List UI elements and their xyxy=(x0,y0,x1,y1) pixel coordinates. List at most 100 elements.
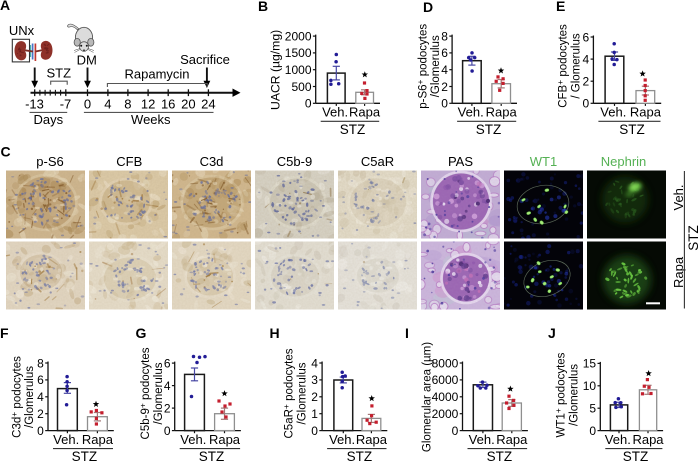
svg-text:0: 0 xyxy=(84,96,91,111)
svg-text:4: 4 xyxy=(583,52,590,66)
svg-text:8: 8 xyxy=(441,29,448,43)
svg-text:D: D xyxy=(423,0,433,15)
svg-text:F: F xyxy=(0,325,9,341)
svg-text:0: 0 xyxy=(311,424,318,438)
svg-text:24: 24 xyxy=(201,96,215,111)
svg-text:p-S6+​ podocytes: p-S6+​ podocytes xyxy=(415,24,430,109)
svg-text:6: 6 xyxy=(164,356,171,370)
svg-text:Rapa: Rapa xyxy=(209,432,241,447)
svg-text:/Glomerulus: /Glomerulus xyxy=(569,364,581,426)
svg-text:Rapa: Rapa xyxy=(671,256,686,288)
svg-text:5: 5 xyxy=(589,402,596,416)
svg-text:Rapa: Rapa xyxy=(356,432,388,447)
svg-text:/Glomerulus: /Glomerulus xyxy=(296,362,308,424)
svg-text:STZ: STZ xyxy=(487,449,513,464)
svg-text:STZ: STZ xyxy=(72,449,98,464)
svg-text:C5b-9+​ podocytes: C5b-9+​ podocytes xyxy=(138,347,153,439)
svg-text:UACR (µg/mg): UACR (µg/mg) xyxy=(269,30,283,110)
svg-text:-7: -7 xyxy=(60,96,72,111)
svg-text:2000: 2000 xyxy=(285,29,312,43)
svg-text:1: 1 xyxy=(311,407,318,421)
svg-text:/Glomerulus: /Glomerulus xyxy=(430,35,442,97)
svg-text:CFB: CFB xyxy=(116,154,142,169)
svg-text:C5aR: C5aR xyxy=(361,154,394,169)
svg-text:PAS: PAS xyxy=(448,154,473,169)
svg-text:DM: DM xyxy=(77,53,97,68)
svg-text:STZ: STZ xyxy=(619,122,645,137)
svg-text:8: 8 xyxy=(37,356,44,370)
svg-text:C3d: C3d xyxy=(200,154,224,169)
svg-text:I: I xyxy=(405,325,409,341)
svg-text:STZ: STZ xyxy=(476,122,502,137)
svg-text:1000: 1000 xyxy=(285,63,312,77)
svg-text:4: 4 xyxy=(311,356,318,370)
svg-text:CFB+​ podocytes: CFB+​ podocytes xyxy=(555,24,570,108)
svg-text:0: 0 xyxy=(583,97,590,111)
svg-text:Rapamycin: Rapamycin xyxy=(124,66,189,81)
svg-text:Veh.: Veh. xyxy=(671,184,686,210)
svg-text:/ Glomerulus: / Glomerulus xyxy=(571,33,583,98)
svg-text:Veh.: Veh. xyxy=(53,432,79,447)
svg-text:2: 2 xyxy=(441,80,448,94)
svg-text:Rapa: Rapa xyxy=(486,105,518,120)
svg-text:STZ: STZ xyxy=(623,449,649,464)
svg-text:500: 500 xyxy=(291,80,311,94)
svg-text:C: C xyxy=(1,143,11,159)
svg-text:Veh.: Veh. xyxy=(180,432,206,447)
svg-text:Veh.: Veh. xyxy=(329,432,355,447)
svg-text:WT1: WT1 xyxy=(530,154,557,169)
svg-text:Sacrifice: Sacrifice xyxy=(180,52,230,67)
svg-text:Veh.: Veh. xyxy=(322,105,348,120)
svg-text:2: 2 xyxy=(311,390,318,404)
svg-text:C5b-9: C5b-9 xyxy=(277,154,312,169)
svg-text:0: 0 xyxy=(37,424,44,438)
svg-text:20: 20 xyxy=(181,96,195,111)
svg-text:STZ: STZ xyxy=(47,66,72,81)
svg-text:6000: 6000 xyxy=(432,373,459,387)
svg-text:Rapa: Rapa xyxy=(496,432,528,447)
svg-text:Glomerular area (µm): Glomerular area (µm) xyxy=(421,342,433,452)
svg-text:0: 0 xyxy=(441,97,448,111)
svg-text:0: 0 xyxy=(589,424,596,438)
svg-text:4: 4 xyxy=(37,390,44,404)
svg-text:Veh.: Veh. xyxy=(458,105,484,120)
svg-text:STZ: STZ xyxy=(686,225,699,251)
svg-text:3: 3 xyxy=(311,373,318,387)
svg-text:4000: 4000 xyxy=(432,390,459,404)
svg-text:2000: 2000 xyxy=(432,407,459,421)
svg-text:H: H xyxy=(270,325,280,341)
svg-text:1500: 1500 xyxy=(285,46,312,60)
svg-text:Rapa: Rapa xyxy=(82,432,114,447)
svg-text:10: 10 xyxy=(583,379,597,393)
svg-text:G: G xyxy=(136,325,147,341)
svg-text:6: 6 xyxy=(37,373,44,387)
svg-text:UNx: UNx xyxy=(9,23,35,38)
svg-text:STZ: STZ xyxy=(199,449,225,464)
svg-text:12: 12 xyxy=(141,96,155,111)
svg-text:p-S6: p-S6 xyxy=(36,154,63,169)
svg-text:C5aR+​ podocytes: C5aR+​ podocytes xyxy=(281,348,296,438)
svg-text:4: 4 xyxy=(164,379,171,393)
svg-text:C3d+​ podocytes: C3d+​ podocytes xyxy=(9,356,24,438)
svg-text:0: 0 xyxy=(452,424,459,438)
svg-text:6: 6 xyxy=(441,46,448,60)
svg-text:Veh.: Veh. xyxy=(605,432,631,447)
svg-text:Days: Days xyxy=(33,112,63,127)
svg-text:Veh.: Veh. xyxy=(469,432,495,447)
svg-text:Weeks: Weeks xyxy=(131,112,171,127)
svg-text:STZ: STZ xyxy=(347,449,373,464)
svg-text:4: 4 xyxy=(104,96,111,111)
svg-text:Rapa: Rapa xyxy=(630,105,662,120)
svg-text:A: A xyxy=(0,0,10,13)
svg-text:-13: -13 xyxy=(25,96,44,111)
svg-text:WT1+​ podocytes: WT1+​ podocytes xyxy=(553,352,568,437)
svg-text:2: 2 xyxy=(37,407,44,421)
svg-text:Veh.: Veh. xyxy=(600,105,626,120)
svg-text:/Glomerulus: /Glomerulus xyxy=(24,366,36,428)
svg-text:Rapa: Rapa xyxy=(632,432,664,447)
svg-text:8: 8 xyxy=(124,96,131,111)
svg-text:Rapa: Rapa xyxy=(349,105,381,120)
svg-text:STZ: STZ xyxy=(340,122,366,137)
svg-text:16: 16 xyxy=(161,96,175,111)
svg-text:8000: 8000 xyxy=(432,356,459,370)
